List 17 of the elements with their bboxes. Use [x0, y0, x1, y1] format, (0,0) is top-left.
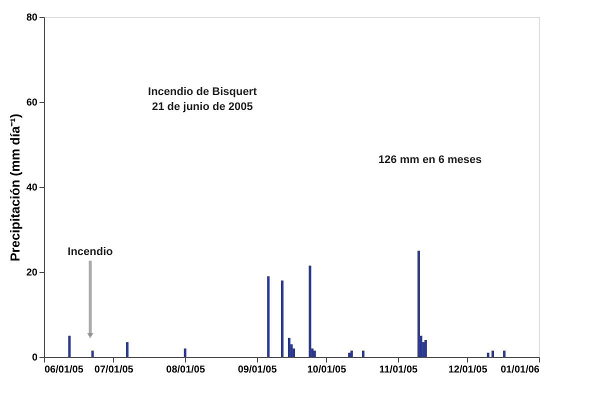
- annotation: Incendio de Bisquert 21 de junio de 2005: [148, 86, 258, 113]
- y-tick-label: 80: [26, 12, 38, 24]
- x-tick-label: 12/01/05: [448, 364, 488, 376]
- x-tick-label: 07/01/05: [94, 364, 134, 376]
- y-tick-label: 20: [26, 268, 38, 278]
- x-tick-label: 11/01/05: [379, 364, 418, 376]
- x-tick-label: 06/01/05: [44, 364, 84, 376]
- x-tick-label: 08/01/05: [166, 364, 206, 376]
- annotation: 126 mm en 6 meses: [378, 154, 482, 166]
- x-tick-label: 10/01/05: [307, 364, 347, 376]
- y-tick-label: 60: [26, 98, 38, 108]
- x-tick-label: 09/01/05: [238, 364, 278, 376]
- x-tick-label: 01/01/06: [500, 364, 540, 376]
- annotation: Incendio: [68, 246, 114, 258]
- y-tick-label: 0: [32, 352, 38, 364]
- y-tick-label: 40: [26, 182, 38, 194]
- y-axis-title: Precipitación (mm día⁻¹): [7, 114, 22, 262]
